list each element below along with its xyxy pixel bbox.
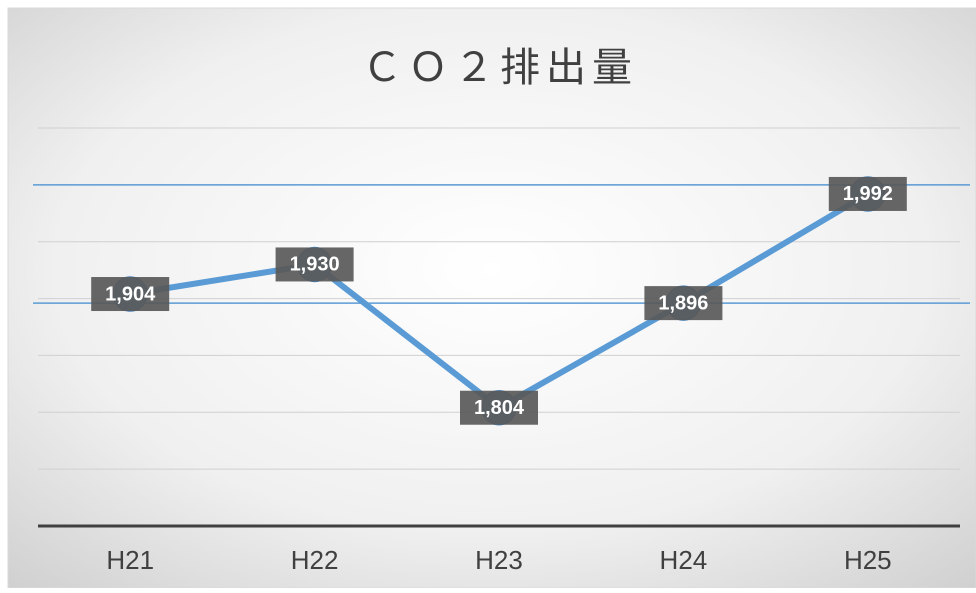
- chart-background: [7, 7, 976, 589]
- x-tick-label: H21: [106, 545, 154, 575]
- data-label-box: [644, 286, 723, 321]
- data-label: 1,992: [843, 183, 893, 205]
- data-label-box: [828, 176, 907, 211]
- data-label: 1,804: [474, 397, 525, 419]
- data-label: 1,930: [290, 254, 340, 276]
- data-label-box: [275, 247, 354, 282]
- x-tick-label: H24: [660, 545, 708, 575]
- x-tick-label: H22: [291, 545, 339, 575]
- data-label-box: [460, 390, 538, 425]
- data-label: 1,904: [105, 283, 156, 305]
- x-tick-label: H25: [844, 545, 892, 575]
- data-label-box: [91, 277, 170, 312]
- data-label: 1,896: [658, 292, 708, 314]
- chart-title: ＣＯ２排出量: [362, 45, 638, 91]
- x-tick-label: H23: [475, 545, 523, 575]
